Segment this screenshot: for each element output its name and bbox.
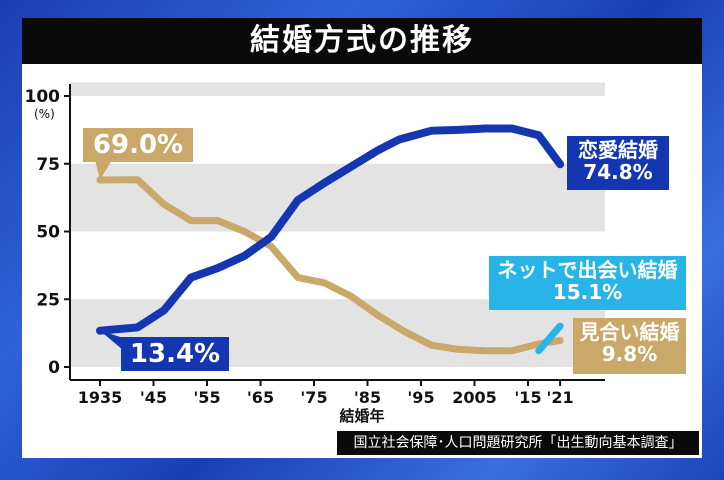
callout-pointer xyxy=(95,160,112,181)
x-tick-label: 2005 xyxy=(452,388,497,407)
y-tick-label: 50 xyxy=(36,223,60,243)
x-tick-label: '55 xyxy=(193,388,220,407)
label-miai-end: 見合い結婚 9.8% xyxy=(573,318,686,374)
x-tick-label: '95 xyxy=(407,388,434,407)
series-name: ネットで出会い結婚 xyxy=(497,258,678,282)
series-name: 見合い結婚 xyxy=(579,320,680,344)
x-tick-label: '85 xyxy=(354,388,381,407)
x-tick-label: '65 xyxy=(247,388,274,407)
label-ren-ai-start: 13.4% xyxy=(121,337,229,371)
x-tick-label: '15 xyxy=(514,388,541,407)
label-net-end: ネットで出会い結婚 15.1% xyxy=(489,256,686,310)
x-tick-label: '75 xyxy=(300,388,327,407)
x-tick-label: 1935 xyxy=(78,388,123,407)
grid-band xyxy=(70,82,605,96)
x-axis-label: 結婚年 xyxy=(339,407,384,425)
series-line-net xyxy=(535,322,564,355)
series-line-miai xyxy=(96,176,564,355)
callout-pointer xyxy=(100,330,130,356)
series-value: 74.8% xyxy=(583,160,653,184)
source-note: 国立社会保障･人口問題研究所「出生動向基本調査」 xyxy=(337,431,699,455)
label-miai-start: 69.0% xyxy=(83,128,193,162)
series-value: 15.1% xyxy=(552,280,623,304)
chart-title: 結婚方式の推移 xyxy=(22,18,702,64)
y-tick-label: 100 xyxy=(25,87,61,107)
x-tick-label: '21 xyxy=(547,388,574,407)
y-axis-label: (%) xyxy=(34,107,55,121)
label-ren-ai-end: 恋愛結婚 74.8% xyxy=(567,136,669,190)
y-tick-label: 25 xyxy=(36,290,60,310)
series-name: 恋愛結婚 xyxy=(578,138,658,162)
series-value: 9.8% xyxy=(601,342,658,366)
series-line-ren-ai xyxy=(96,124,565,335)
y-tick-label: 75 xyxy=(36,155,60,175)
x-tick-label: '45 xyxy=(140,388,167,407)
y-tick-label: 0 xyxy=(48,358,60,378)
